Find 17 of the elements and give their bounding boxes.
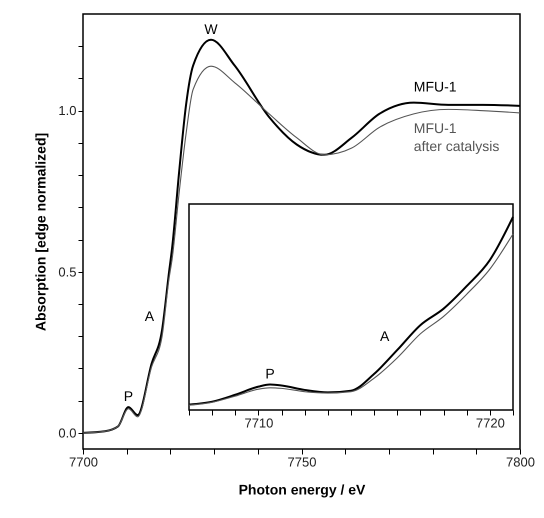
- y-tick-label: 1.0: [58, 103, 76, 118]
- x-tick-label: 7700: [69, 454, 98, 470]
- series-label: MFU-1: [414, 78, 457, 95]
- annotation: A: [144, 308, 155, 324]
- annotation: P: [265, 366, 275, 382]
- x-tick-label: 7750: [288, 454, 316, 470]
- x-tick-label: 7720: [476, 416, 505, 430]
- annotation: W: [204, 20, 218, 37]
- annotation: A: [380, 328, 390, 344]
- x-tick-label: 7800: [506, 454, 535, 470]
- y-tick-label: 0.0: [58, 425, 76, 440]
- x-axis-title: Photon energy / eV: [238, 482, 366, 498]
- series-label: MFU-1 after catalysis: [414, 120, 500, 154]
- annotation: P: [124, 388, 134, 404]
- y-axis-title: Absorption [edge normalized]: [32, 132, 48, 332]
- x-tick-label: 7710: [244, 416, 274, 430]
- y-tick-label: 0.5: [58, 264, 76, 280]
